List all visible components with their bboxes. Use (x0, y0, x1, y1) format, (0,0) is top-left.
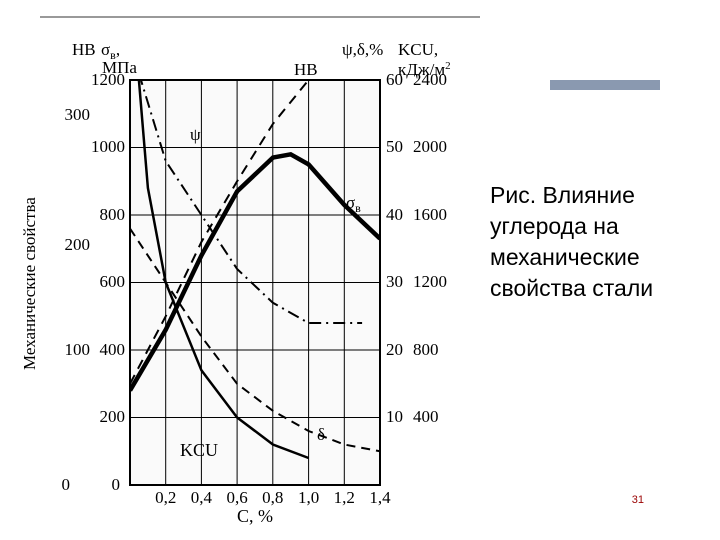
svg-text:1,2: 1,2 (334, 488, 355, 507)
svg-text:1600: 1600 (413, 205, 447, 224)
psi-delta-axis-label: ψ,δ,% (342, 40, 383, 59)
svg-text:60: 60 (386, 70, 403, 89)
svg-text:0,8: 0,8 (262, 488, 283, 507)
svg-text:400: 400 (100, 340, 126, 359)
svg-text:0: 0 (112, 475, 121, 494)
svg-text:800: 800 (100, 205, 126, 224)
svg-text:20: 20 (386, 340, 403, 359)
svg-text:30: 30 (386, 272, 403, 291)
svg-text:400: 400 (413, 407, 439, 426)
svg-text:100: 100 (65, 340, 91, 359)
svg-text:200: 200 (65, 235, 91, 254)
svg-text:HB: HB (294, 60, 318, 79)
accent-bar (550, 80, 660, 90)
svg-text:2000: 2000 (413, 137, 447, 156)
kcu-axis-label: KCU, (398, 40, 438, 59)
svg-text:0,2: 0,2 (155, 488, 176, 507)
svg-text:2400: 2400 (413, 70, 447, 89)
svg-text:ψ: ψ (190, 125, 201, 144)
svg-text:0,6: 0,6 (226, 488, 247, 507)
header-divider (40, 16, 480, 18)
svg-text:0,4: 0,4 (191, 488, 213, 507)
hb-axis-label: HB (72, 40, 96, 59)
pct-ticks: 10 20 30 40 50 60 (386, 70, 403, 426)
vertical-axis-label: Механические свойства (20, 197, 40, 370)
figure-caption: Рис. Влияние углерода на механические св… (490, 180, 700, 304)
svg-text:200: 200 (100, 407, 126, 426)
mpa-ticks: 200 400 600 800 1000 1200 0 (91, 70, 125, 494)
svg-text:10: 10 (386, 407, 403, 426)
mechanical-properties-chart: HB σв, МПа ψ,δ,% KCU, кДж/м2 100 200 30 (20, 20, 460, 530)
hb-ticks: 100 200 300 0 (62, 105, 91, 494)
kcu-ticks: 400 800 1200 1600 2000 2400 (413, 70, 447, 426)
svg-text:600: 600 (100, 272, 126, 291)
x-ticks: 0,2 0,4 0,6 0,8 1,0 1,2 1,4 (155, 488, 391, 507)
svg-text:1,0: 1,0 (298, 488, 319, 507)
svg-text:1200: 1200 (91, 70, 125, 89)
svg-text:δ: δ (317, 425, 325, 444)
svg-text:KCU: KCU (180, 440, 218, 460)
x-axis-label: С, % (237, 506, 273, 526)
svg-text:50: 50 (386, 137, 403, 156)
svg-text:40: 40 (386, 205, 403, 224)
svg-text:0: 0 (62, 475, 71, 494)
svg-text:800: 800 (413, 340, 439, 359)
svg-text:1200: 1200 (413, 272, 447, 291)
page-number: 31 (632, 494, 644, 506)
slide: HB σв, МПа ψ,δ,% KCU, кДж/м2 100 200 30 (0, 0, 720, 540)
svg-text:300: 300 (65, 105, 91, 124)
svg-text:1,4: 1,4 (369, 488, 391, 507)
svg-text:1000: 1000 (91, 137, 125, 156)
